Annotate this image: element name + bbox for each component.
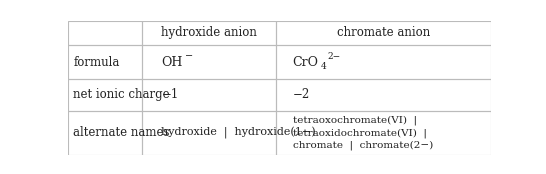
Text: tetraoxochromate(VI)  |: tetraoxochromate(VI) |	[293, 116, 417, 125]
Text: −: −	[186, 53, 194, 61]
Text: OH: OH	[162, 56, 183, 69]
Text: chromate  |  chromate(2−): chromate | chromate(2−)	[293, 140, 433, 150]
Text: hydroxide  |  hydroxide(1−): hydroxide | hydroxide(1−)	[162, 127, 316, 139]
Bar	[143, 45, 276, 79]
Text: 2−: 2−	[327, 52, 340, 61]
Text: −2: −2	[293, 88, 310, 101]
Bar	[68, 111, 143, 155]
Bar	[276, 111, 491, 155]
Text: tetraoxidochromate(VI)  |: tetraoxidochromate(VI) |	[293, 128, 426, 138]
Text: net ionic charge: net ionic charge	[73, 88, 170, 101]
Bar	[143, 79, 276, 111]
Bar	[68, 79, 143, 111]
Bar	[143, 21, 276, 45]
Text: hydroxide anion: hydroxide anion	[161, 26, 257, 39]
Text: alternate names: alternate names	[73, 126, 170, 139]
Bar	[68, 45, 143, 79]
Bar	[276, 45, 491, 79]
Text: CrO: CrO	[293, 56, 318, 69]
Text: chromate anion: chromate anion	[337, 26, 430, 39]
Bar	[143, 111, 276, 155]
Text: 4: 4	[321, 62, 326, 71]
Text: −1: −1	[162, 88, 179, 101]
Text: formula: formula	[73, 56, 120, 69]
Bar	[276, 21, 491, 45]
Bar	[276, 79, 491, 111]
Bar	[68, 21, 143, 45]
